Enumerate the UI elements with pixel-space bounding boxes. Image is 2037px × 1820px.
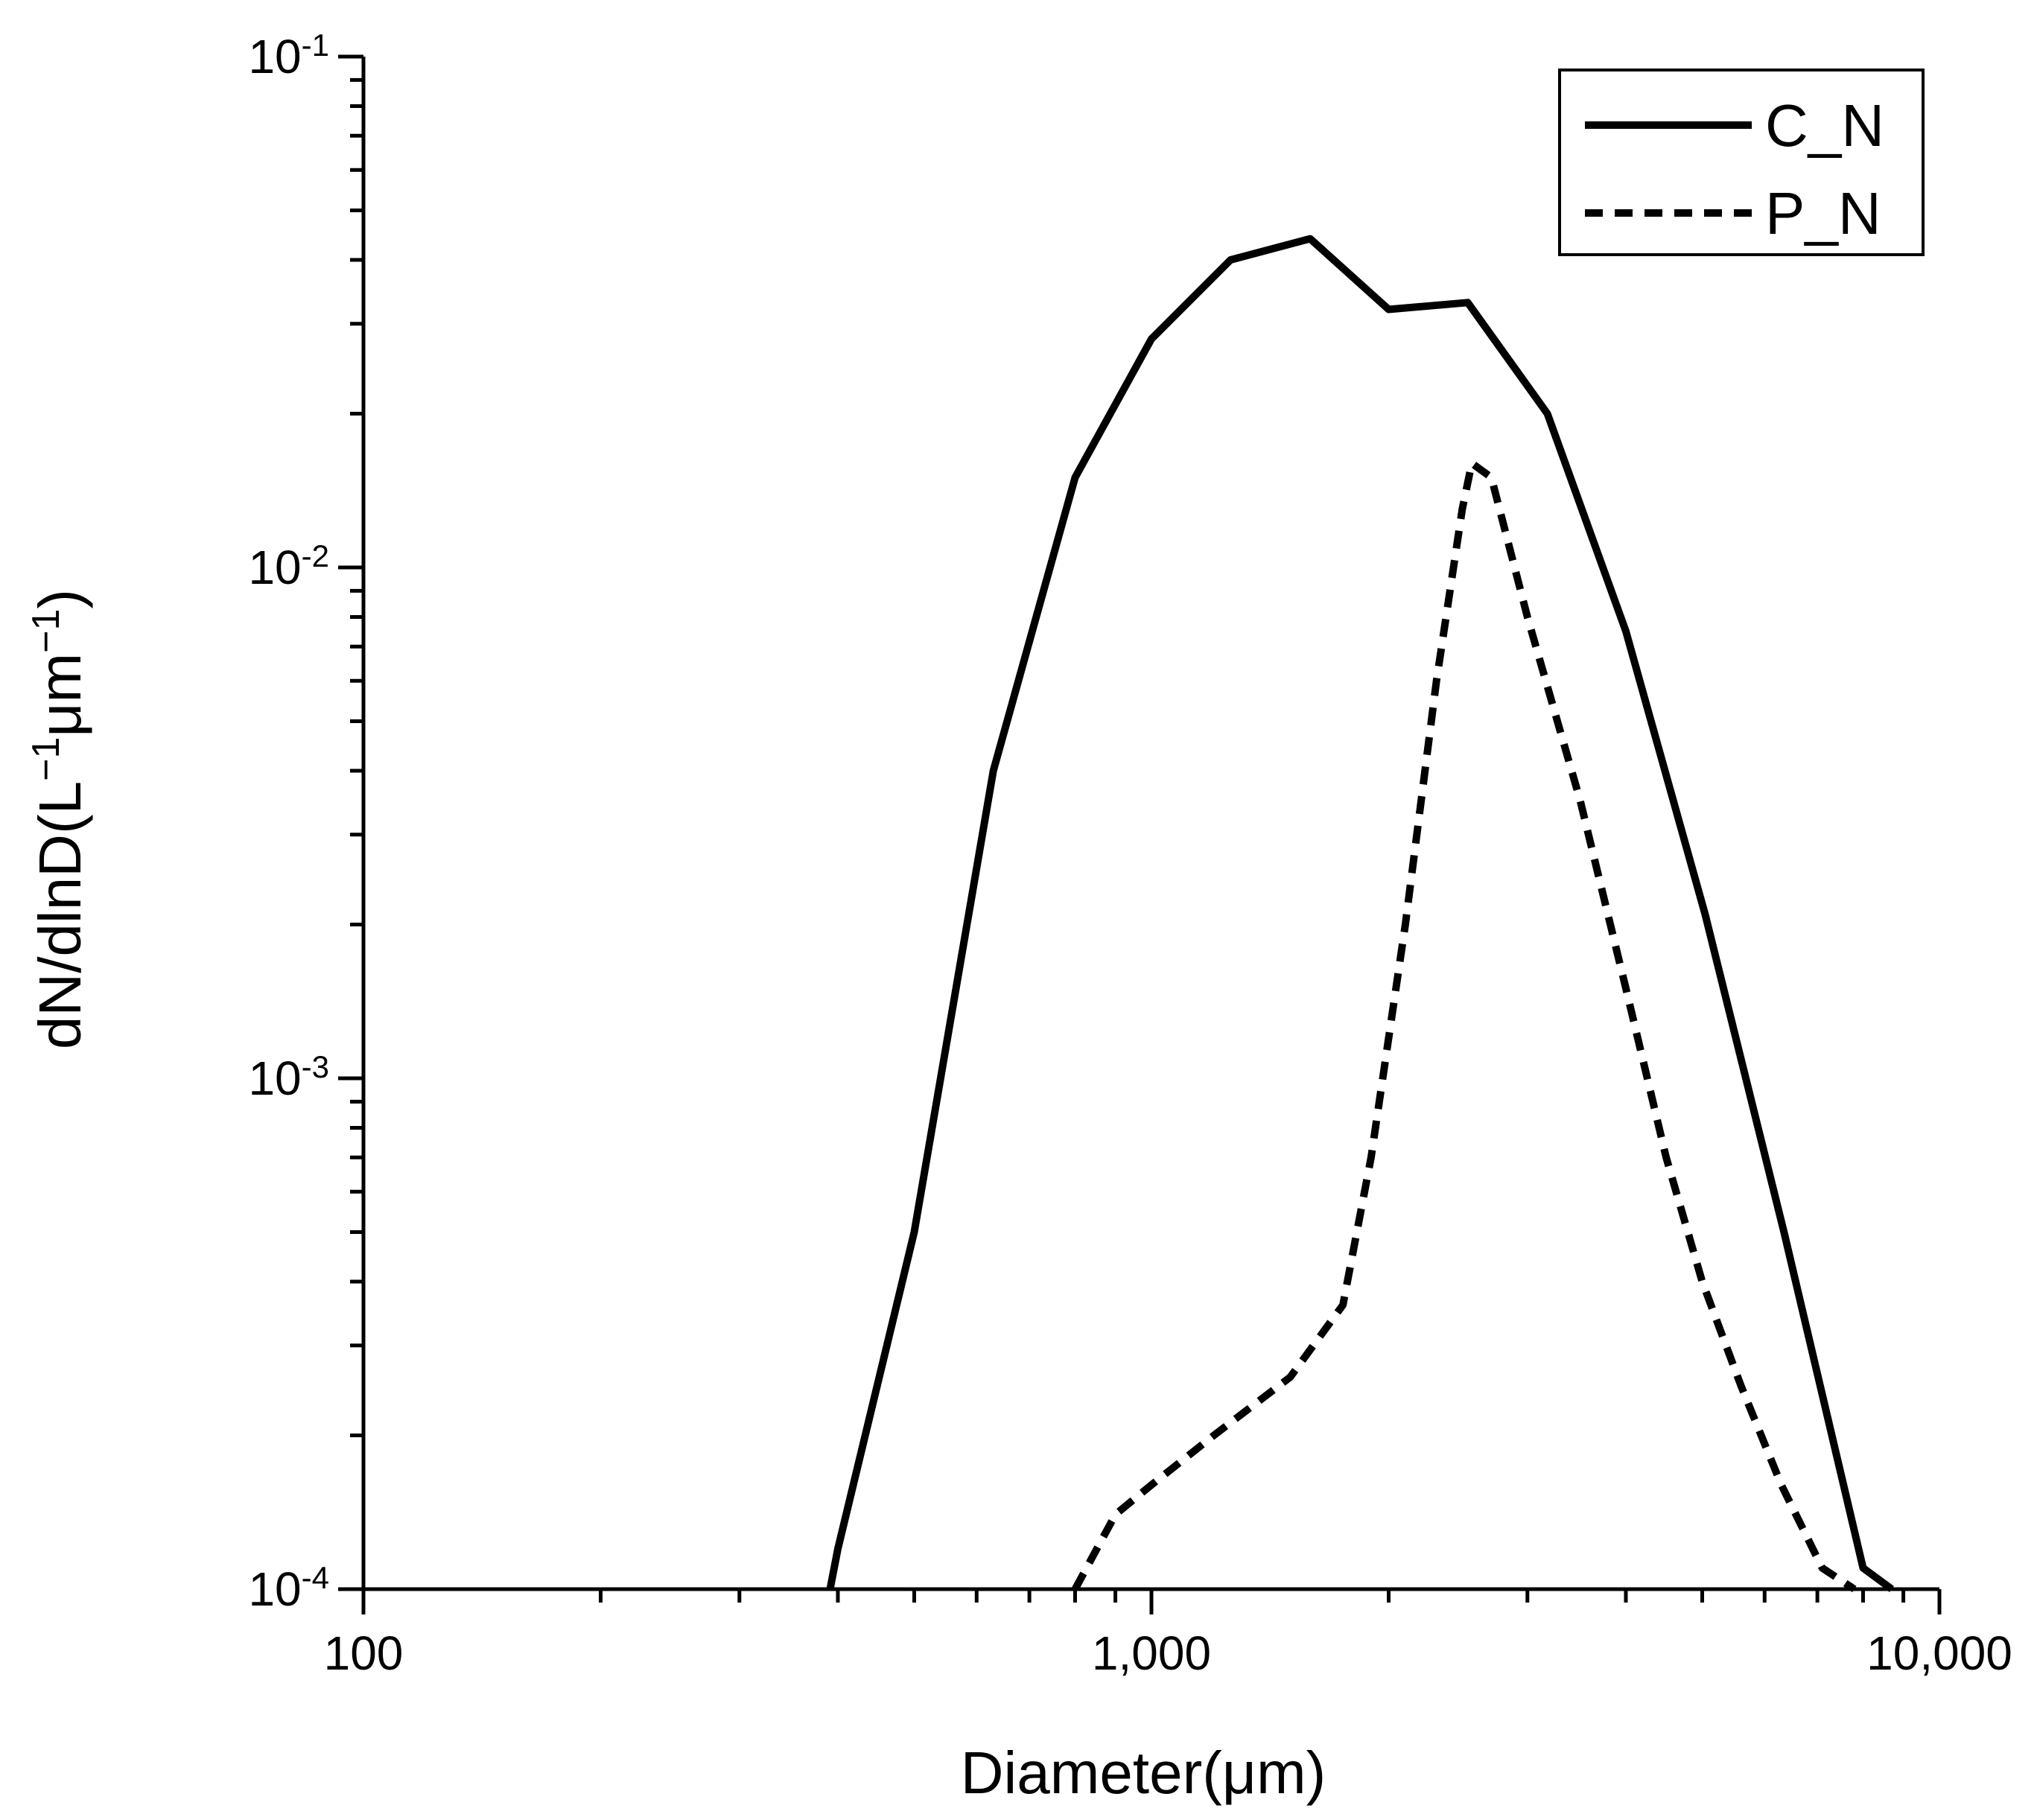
series-layer (826, 235, 1894, 1593)
y-tick-label: 10-2 (248, 538, 329, 595)
legend: C_N P_N (1558, 69, 1925, 256)
y-tick-label: 10-1 (248, 28, 329, 84)
legend-box (1558, 69, 1925, 256)
x-axis-label: Diameter(μm) (961, 1740, 1326, 1806)
y-tick-label-base: 10 (248, 30, 301, 83)
series-line-p-n (1072, 459, 1857, 1593)
y-tick-label-base: 10 (248, 1562, 301, 1616)
y-axis-label-main: dN/dlnD(L (27, 781, 93, 1049)
y-tick-label-exponent: -4 (302, 1560, 329, 1595)
y-tick-label: 10-4 (248, 1560, 329, 1617)
x-tick-label: 1,000 (1092, 1626, 1211, 1680)
y-axis-label-close: ) (27, 589, 93, 609)
legend-label-p-n: P_N (1765, 180, 1881, 246)
y-tick-label-base: 10 (248, 1051, 301, 1105)
x-tick-label: 10,000 (1866, 1626, 2012, 1680)
y-tick-label: 10-3 (248, 1049, 329, 1106)
series-line-c-n (826, 235, 1894, 1593)
axes (361, 57, 1939, 1591)
y-tick-label-exponent: -3 (302, 1049, 329, 1084)
y-axis-label-exp2: −1 (25, 609, 68, 653)
y-axis-label-exp1: −1 (25, 737, 68, 781)
y-tick-label-base: 10 (248, 541, 301, 594)
y-tick-label-exponent: -1 (302, 28, 329, 63)
legend-label-c-n: C_N (1765, 92, 1884, 159)
x-tick-label: 100 (324, 1626, 404, 1680)
y-tick-label-exponent: -2 (302, 538, 329, 573)
y-axis-label: dN/dlnD(L−1μm−1) (25, 589, 93, 1049)
y-axis-label-mid: μm (27, 653, 93, 737)
